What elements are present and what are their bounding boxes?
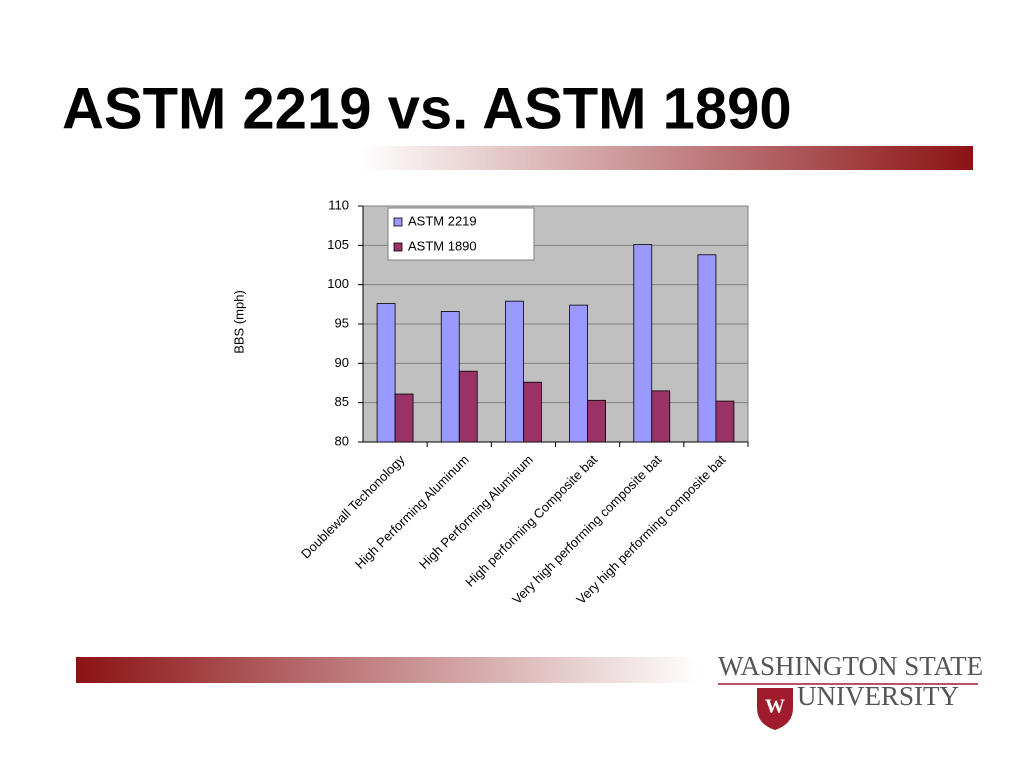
legend-swatch: [393, 217, 403, 227]
y-axis-label: BBS (mph): [231, 290, 246, 354]
y-tick-label: 85: [335, 394, 349, 409]
logo: WASHINGTON STATE W UNIVERSITY: [718, 651, 983, 730]
top-bar: [360, 146, 973, 170]
legend-label: ASTM 1890: [408, 238, 477, 253]
bar: [458, 370, 478, 443]
y-tick-label: 105: [327, 237, 349, 252]
logo-line1: WASHINGTON STATE: [718, 651, 983, 681]
bar: [651, 390, 671, 443]
x-tick-label: Doublewall Techonology: [298, 452, 408, 562]
bottom-bar: [76, 657, 700, 683]
bar: [376, 303, 396, 443]
logo-shield: [757, 688, 793, 730]
bar: [715, 400, 735, 443]
x-tick-label: High Performing Aluminum: [416, 452, 536, 572]
bar: [440, 311, 460, 443]
y-tick-label: 110: [328, 197, 349, 212]
bar: [697, 254, 717, 443]
bar: [587, 399, 606, 443]
y-tick-label: 80: [335, 433, 349, 448]
x-tick-label: High Performing Aluminum: [352, 452, 472, 572]
y-tick-label: 95: [335, 315, 349, 330]
logo-line2: UNIVERSITY: [797, 681, 959, 711]
bar: [394, 393, 414, 443]
bar: [633, 244, 653, 443]
legend-label: ASTM 2219: [408, 213, 477, 228]
logo-cougar: W: [765, 696, 785, 718]
bar: [569, 304, 588, 443]
y-tick-label: 90: [335, 355, 349, 370]
y-tick-label: 100: [327, 276, 349, 291]
legend-box: [387, 207, 535, 261]
bar: [505, 300, 524, 443]
slide-title: ASTM 2219 vs. ASTM 1890: [62, 76, 792, 141]
x-tick-label: High performing Composite bat: [462, 452, 600, 590]
legend-swatch: [393, 242, 403, 252]
bar: [523, 381, 542, 443]
